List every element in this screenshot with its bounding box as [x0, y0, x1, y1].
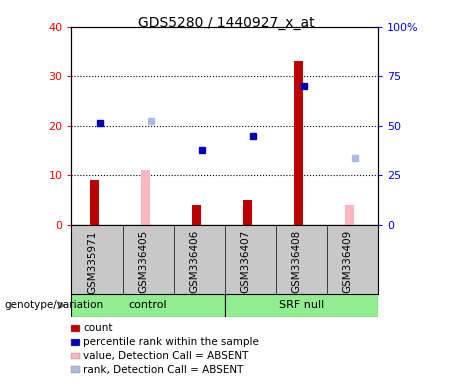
Bar	[294, 61, 303, 225]
Bar	[89, 180, 99, 225]
Text: percentile rank within the sample: percentile rank within the sample	[83, 337, 260, 347]
Bar	[141, 170, 150, 225]
Text: GSM336407: GSM336407	[240, 230, 250, 293]
Text: count: count	[83, 323, 113, 333]
Text: value, Detection Call = ABSENT: value, Detection Call = ABSENT	[83, 351, 249, 361]
Text: SRF null: SRF null	[279, 300, 324, 310]
Text: GSM336408: GSM336408	[291, 230, 301, 293]
Bar	[71, 294, 225, 317]
Text: genotype/variation: genotype/variation	[5, 300, 104, 310]
Text: GSM335971: GSM335971	[87, 230, 97, 293]
Text: control: control	[129, 300, 167, 310]
Text: rank, Detection Call = ABSENT: rank, Detection Call = ABSENT	[83, 365, 244, 375]
Text: GSM336409: GSM336409	[343, 230, 353, 293]
Bar	[192, 205, 201, 225]
Text: GSM336406: GSM336406	[189, 230, 199, 293]
Text: GSM336405: GSM336405	[138, 230, 148, 293]
Bar	[225, 294, 378, 317]
Bar	[243, 200, 252, 225]
Text: GDS5280 / 1440927_x_at: GDS5280 / 1440927_x_at	[137, 16, 314, 30]
Bar	[345, 205, 355, 225]
